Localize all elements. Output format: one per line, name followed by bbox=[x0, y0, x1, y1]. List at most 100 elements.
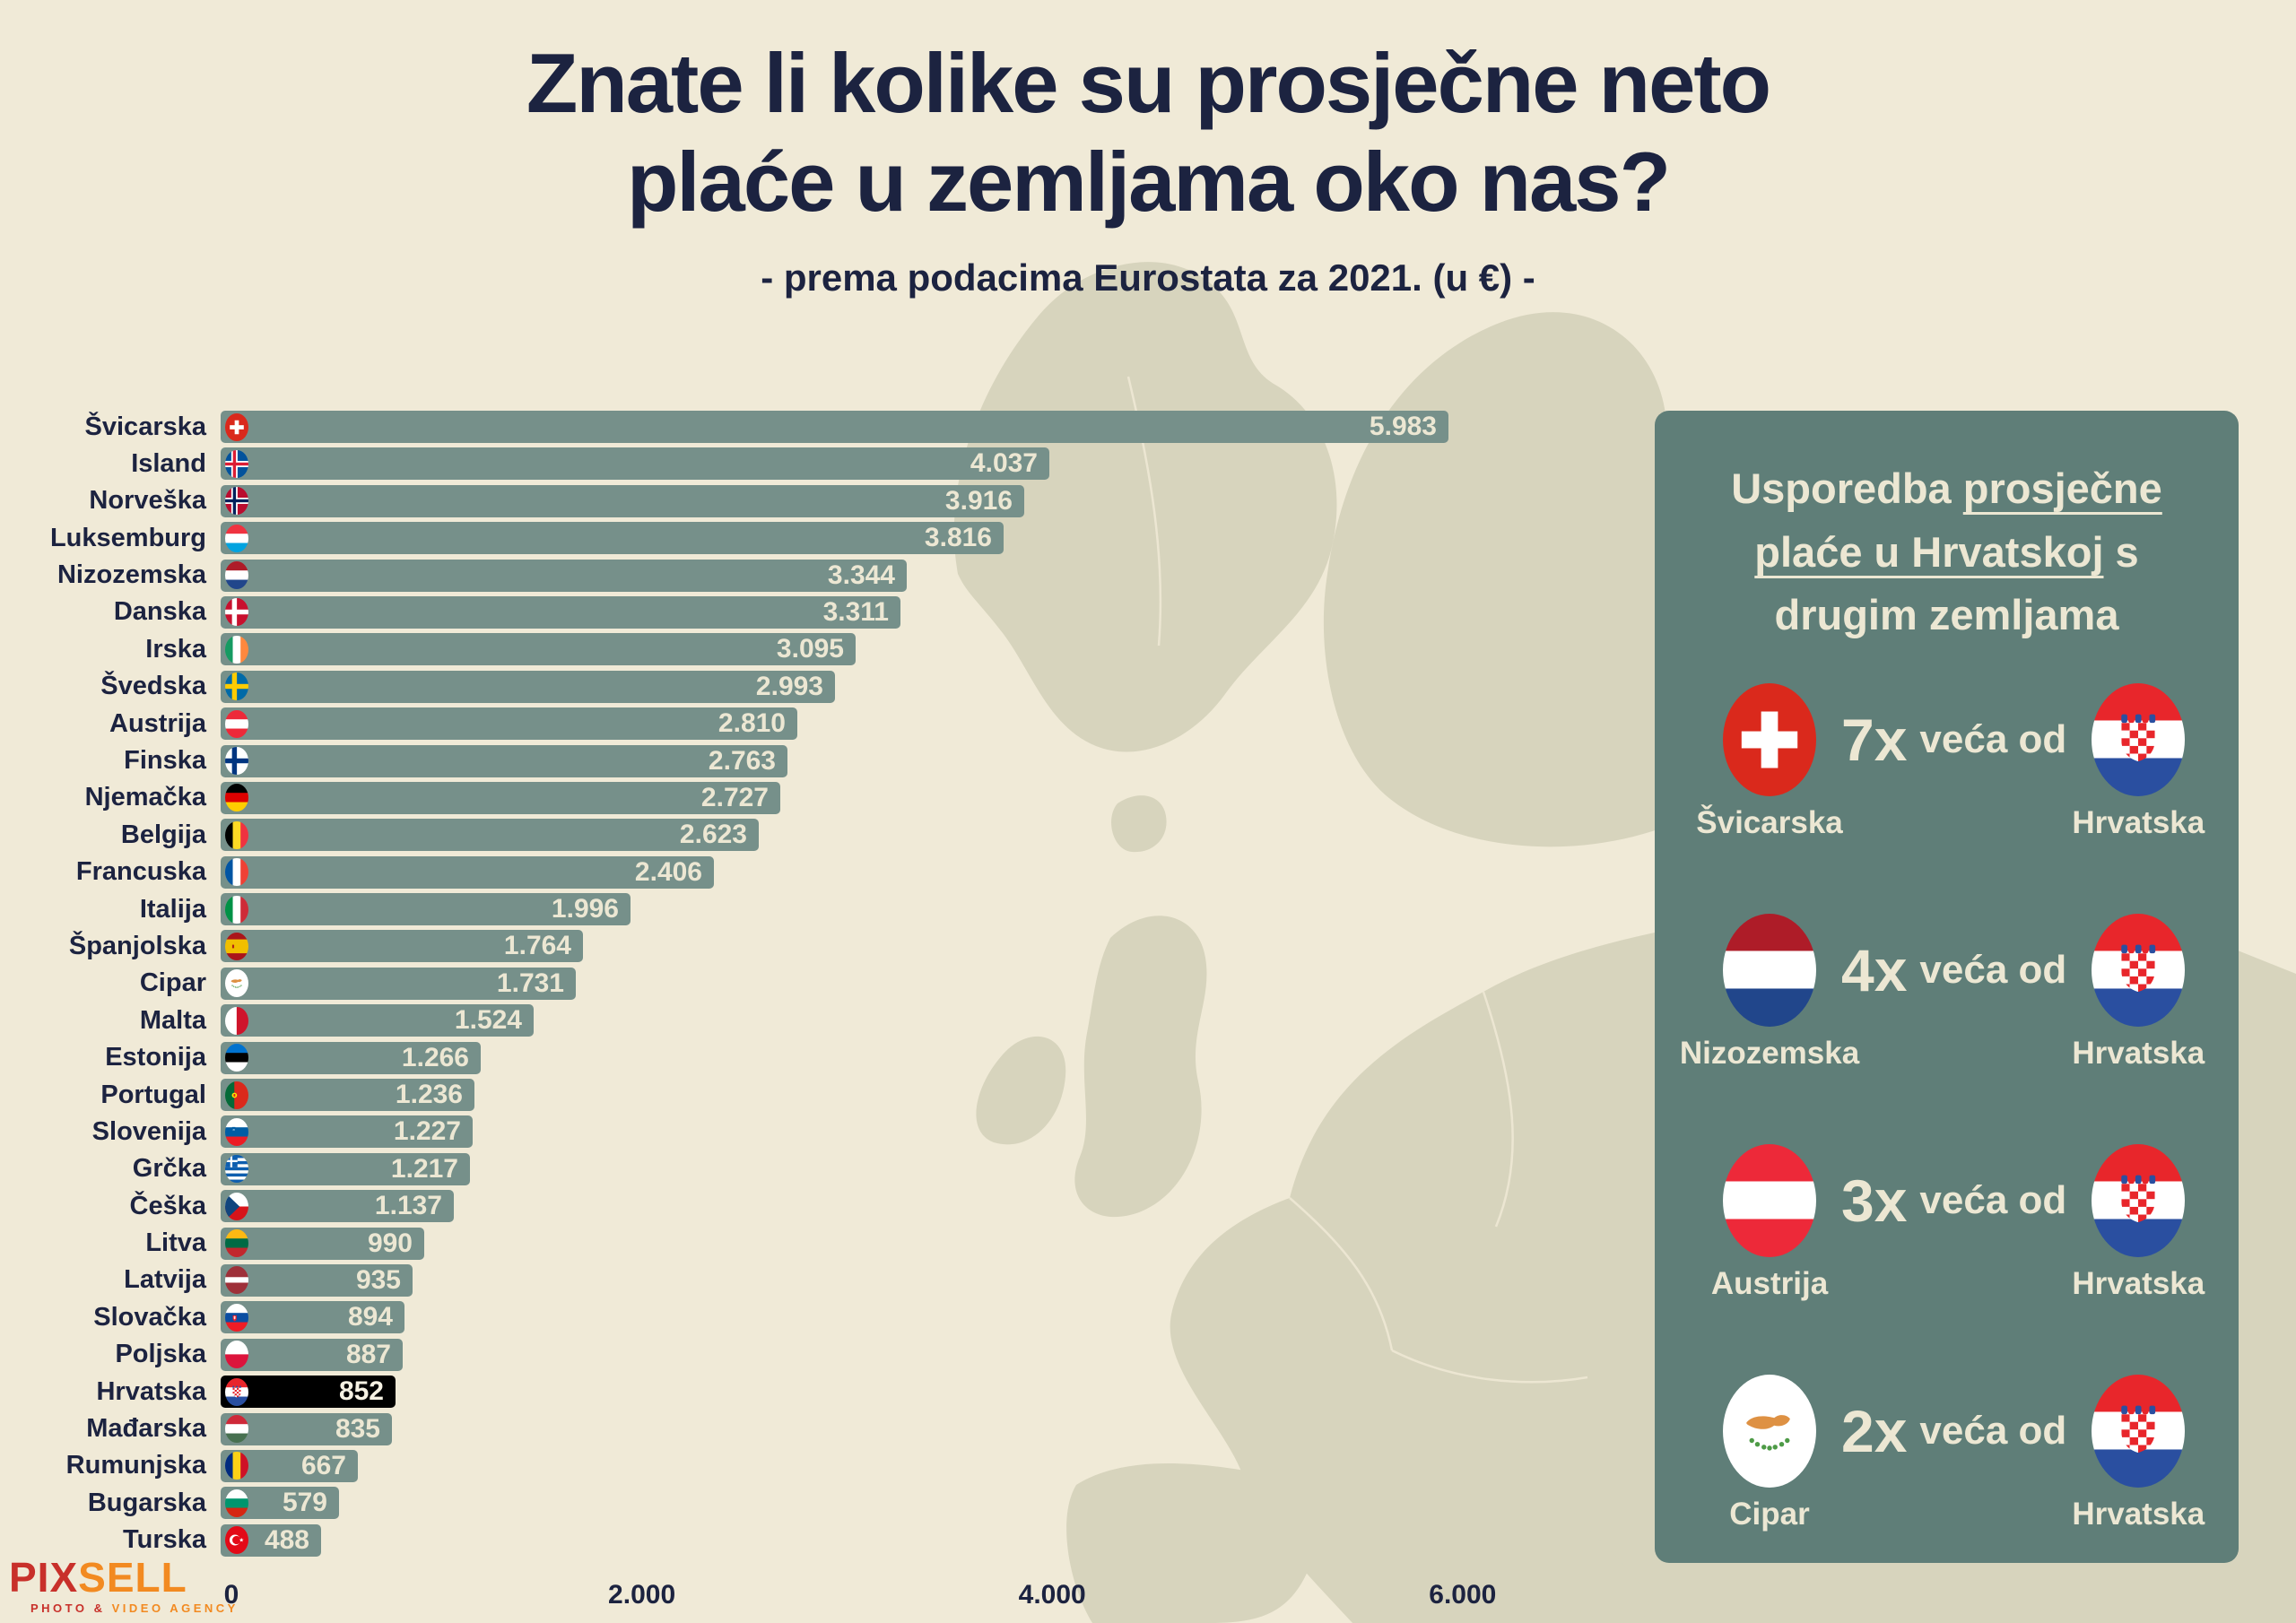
comparison-target: Hrvatska bbox=[2066, 1143, 2210, 1302]
comparison-row: Cipar 2x veća od Hrvatska bbox=[1698, 1374, 2205, 1532]
comparison-country: Cipar bbox=[1698, 1374, 1841, 1532]
bar-row: Poljska 887 bbox=[0, 1338, 1448, 1371]
bar-value: 1.227 bbox=[393, 1116, 461, 1147]
bar-row: Malta 1.524 bbox=[0, 1004, 1448, 1037]
bar-row: Švicarska 5.983 bbox=[0, 411, 1448, 443]
bar-value: 4.037 bbox=[970, 448, 1038, 479]
salary-bar-Švicarska: 5.983 bbox=[221, 411, 1448, 443]
comparison-row: Austrija 3x veća od Hrvatska bbox=[1698, 1143, 2205, 1302]
salary-bar-Slovenija: 1.227 bbox=[221, 1115, 473, 1149]
country-label: Švicarska bbox=[84, 412, 206, 441]
country-label: Češka bbox=[129, 1191, 206, 1220]
salary-bar-Češka: 1.137 bbox=[221, 1190, 454, 1223]
Nizozemska-flag-icon bbox=[1723, 913, 1816, 1027]
bar-value: 3.311 bbox=[822, 596, 889, 627]
salary-bar-Estonija: 1.266 bbox=[221, 1041, 481, 1074]
Malta-flag-icon bbox=[225, 1006, 248, 1035]
salary-bar-Slovačka: 894 bbox=[221, 1301, 404, 1334]
bar-row: Finska 2.763 bbox=[0, 744, 1448, 777]
salary-bar-Litva: 990 bbox=[221, 1227, 424, 1260]
header: Znate li kolike su prosječne neto plaće u… bbox=[0, 34, 2296, 299]
Slovenija-flag-icon bbox=[225, 1117, 248, 1146]
country-label: Grčka bbox=[132, 1154, 206, 1184]
comparison-list: Švicarska 7x veća od Hrvatska Nizozemska 4x ve… bbox=[1680, 682, 2205, 1546]
Estonija-flag-icon bbox=[225, 1044, 248, 1072]
country-label: Rumunjska bbox=[65, 1451, 206, 1480]
country-label: Nizozemska bbox=[57, 560, 206, 590]
bar-row: Estonija 1.266 bbox=[0, 1041, 1448, 1074]
country-label: Latvija bbox=[124, 1265, 206, 1295]
country-label: Slovačka bbox=[93, 1302, 206, 1332]
country-label: Island bbox=[131, 448, 206, 478]
bar-value: 2.727 bbox=[700, 782, 769, 812]
bar-value: 1.764 bbox=[503, 931, 571, 961]
bar-value: 935 bbox=[355, 1264, 401, 1295]
bar-value: 852 bbox=[338, 1376, 384, 1407]
Hrvatska-flag-icon bbox=[2092, 682, 2186, 796]
salary-bar-Latvija: 935 bbox=[221, 1263, 413, 1297]
bar-row: Slovačka 894 bbox=[0, 1301, 1448, 1334]
salary-bar-Nizozemska: 3.344 bbox=[221, 559, 907, 592]
salary-bar-Njemačka: 2.727 bbox=[221, 781, 780, 814]
country-label: Luksemburg bbox=[49, 523, 206, 552]
comparison-row: Švicarska 7x veća od Hrvatska bbox=[1696, 682, 2205, 841]
bar-rows: Švicarska 5.983 Island 4.037 Norveška 3.916 Lu… bbox=[0, 411, 1448, 1557]
pixsell-tagline: PHOTO & VIDEO AGENCY bbox=[30, 1601, 239, 1615]
comparison-text: 3x veća od bbox=[1841, 1144, 2066, 1257]
comparison-country: Nizozemska bbox=[1680, 913, 1859, 1072]
country-label: Poljska bbox=[115, 1340, 206, 1369]
bar-row: Švedska 2.993 bbox=[0, 670, 1448, 703]
country-label: Austrija bbox=[1710, 1265, 1829, 1301]
phrase: veća od bbox=[1919, 716, 2067, 761]
x-axis-tick: 4.000 bbox=[1018, 1580, 1086, 1610]
source-note: Izvor: Eurostat bbox=[9, 1620, 278, 1623]
bar-value: 667 bbox=[300, 1450, 346, 1480]
phrase: veća od bbox=[1919, 1408, 2067, 1453]
bar-value: 1.236 bbox=[395, 1080, 463, 1110]
bar-row: Cipar 1.731 bbox=[0, 967, 1448, 1000]
Švicarska-flag-icon bbox=[1723, 682, 1816, 796]
Cipar-flag-icon bbox=[225, 969, 248, 998]
salary-bar-Austrija: 2.810 bbox=[221, 707, 797, 741]
bar-row: Italija 1.996 bbox=[0, 893, 1448, 926]
country-label: Cipar bbox=[139, 968, 206, 998]
Cipar-flag-icon bbox=[1723, 1374, 1816, 1488]
Finska-flag-icon bbox=[225, 747, 248, 776]
Hrvatska-flag-icon bbox=[2092, 1374, 2186, 1488]
Švicarska-flag-icon bbox=[225, 412, 248, 441]
country-label: Hrvatska bbox=[2072, 1496, 2205, 1532]
bar-row: Francuska 2.406 bbox=[0, 855, 1448, 889]
country-label: Finska bbox=[124, 746, 206, 776]
bar-row: Litva 990 bbox=[0, 1227, 1448, 1260]
bar-value: 1.731 bbox=[496, 968, 564, 998]
salary-bar-Francuska: 2.406 bbox=[221, 855, 714, 889]
footer: PIXSELL PHOTO & VIDEO AGENCY Izvor: Euro… bbox=[9, 1557, 278, 1623]
bar-row: Turska 488 bbox=[0, 1523, 1448, 1557]
x-axis-tick: 6.000 bbox=[1429, 1580, 1497, 1610]
salary-bar-Luksemburg: 3.816 bbox=[221, 522, 1004, 555]
comparison-row: Nizozemska 4x veća od Hrvatska bbox=[1680, 913, 2205, 1072]
salary-bar-chart: Švicarska 5.983 Island 4.037 Norveška 3.916 Lu… bbox=[0, 411, 1448, 1561]
salary-bar-Norveška: 3.916 bbox=[221, 484, 1024, 517]
Hrvatska-flag-icon bbox=[225, 1377, 248, 1406]
bar-row: Irska 3.095 bbox=[0, 633, 1448, 666]
multiplier: 7x bbox=[1841, 706, 1908, 773]
Island-flag-icon bbox=[225, 449, 248, 478]
country-label: Turska bbox=[123, 1525, 206, 1555]
Nizozemska-flag-icon bbox=[225, 561, 248, 590]
multiplier: 3x bbox=[1841, 1167, 1908, 1234]
phrase: veća od bbox=[1919, 947, 2067, 992]
Francuska-flag-icon bbox=[225, 858, 248, 887]
country-label: Irska bbox=[145, 634, 206, 664]
country-label: Malta bbox=[139, 1005, 206, 1035]
bar-value: 488 bbox=[264, 1524, 309, 1555]
salary-bar-Hrvatska: 852 bbox=[221, 1376, 396, 1409]
bar-row: Češka 1.137 bbox=[0, 1190, 1448, 1223]
country-label: Francuska bbox=[75, 857, 206, 887]
comparison-text: 2x veća od bbox=[1841, 1375, 2066, 1488]
country-label: Austrija bbox=[109, 708, 206, 738]
Bugarska-flag-icon bbox=[225, 1488, 248, 1517]
Irska-flag-icon bbox=[225, 635, 248, 664]
country-label: Portugal bbox=[100, 1080, 206, 1109]
salary-bar-Malta: 1.524 bbox=[221, 1004, 534, 1037]
